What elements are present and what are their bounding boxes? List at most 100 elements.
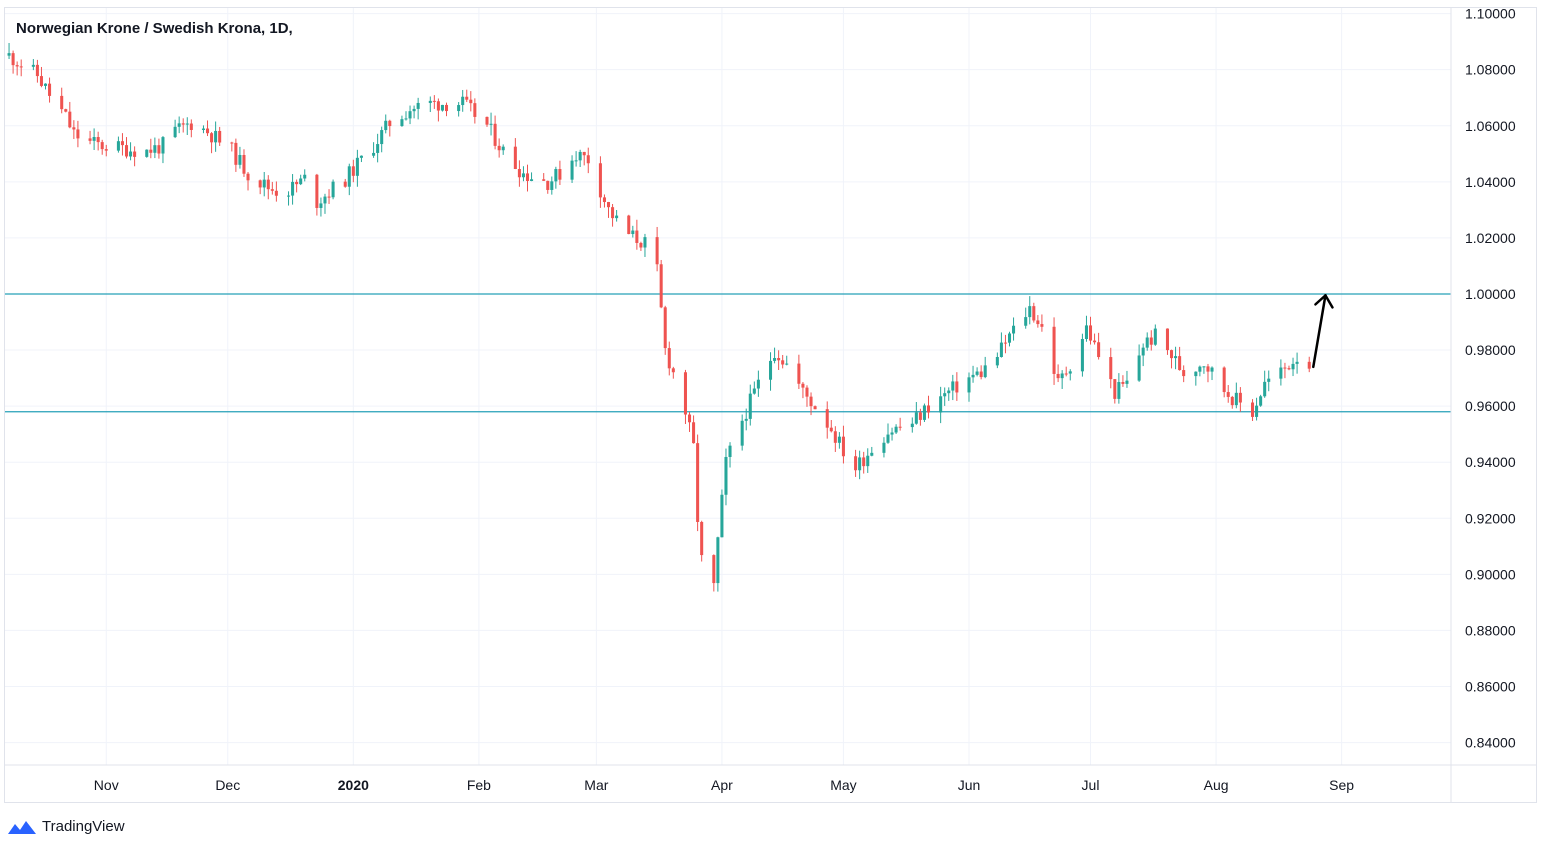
candle-body bbox=[635, 230, 639, 243]
price-tick-label: 1.06000 bbox=[1465, 118, 1516, 134]
candle-up bbox=[720, 489, 724, 538]
candle-up bbox=[1153, 324, 1157, 346]
candle-body bbox=[408, 111, 412, 119]
candle-down bbox=[1093, 333, 1097, 345]
candles-layer bbox=[7, 42, 1311, 592]
candle-down bbox=[1230, 395, 1234, 409]
candle-up bbox=[773, 347, 777, 364]
candle-down bbox=[206, 120, 210, 137]
candle-body bbox=[1291, 363, 1295, 370]
candle-down bbox=[805, 385, 809, 407]
candle-up bbox=[967, 372, 971, 402]
candle-body bbox=[440, 104, 444, 111]
candle-body bbox=[586, 155, 590, 164]
candle-body bbox=[266, 179, 270, 190]
candle-body bbox=[517, 169, 521, 178]
candle-down bbox=[801, 382, 805, 399]
candle-body bbox=[866, 455, 870, 467]
candle-body bbox=[323, 196, 327, 204]
candle-up bbox=[323, 193, 327, 214]
candle-body bbox=[201, 128, 205, 130]
candle-down bbox=[124, 137, 129, 159]
candle-body bbox=[473, 103, 477, 117]
candle-body bbox=[1234, 392, 1238, 406]
candle-down bbox=[234, 138, 238, 172]
candle-body bbox=[96, 137, 100, 143]
candle-body bbox=[287, 195, 291, 197]
candle-down bbox=[683, 369, 687, 424]
candle-down bbox=[157, 138, 161, 159]
candle-body bbox=[35, 64, 39, 77]
candle-down bbox=[274, 181, 278, 202]
time-tick-label: Jun bbox=[958, 777, 981, 793]
candle-body bbox=[781, 360, 785, 365]
candle-up bbox=[161, 136, 165, 164]
candle-body bbox=[43, 83, 48, 86]
candle-body bbox=[1251, 402, 1255, 417]
candle-body bbox=[1024, 317, 1028, 326]
candle-down bbox=[671, 366, 675, 379]
candle-down bbox=[809, 392, 813, 416]
candle-body bbox=[1052, 326, 1056, 374]
candle-down bbox=[546, 180, 550, 194]
candle-body bbox=[1287, 368, 1291, 370]
price-tick-label: 0.88000 bbox=[1465, 622, 1516, 638]
candle-body bbox=[696, 443, 700, 522]
candle-up bbox=[416, 97, 420, 120]
candle-up bbox=[1028, 296, 1032, 325]
candle-up bbox=[756, 370, 760, 397]
candle-down bbox=[343, 178, 347, 188]
price-axis[interactable]: 1.10000 1.08000 1.06000 1.04000 1.02000 1.000… bbox=[1450, 6, 1516, 802]
candle-body bbox=[315, 174, 319, 208]
candle-down bbox=[48, 77, 52, 103]
candle-up bbox=[631, 225, 635, 238]
candle-up bbox=[947, 387, 951, 401]
candle-up bbox=[837, 432, 841, 449]
candle-body bbox=[355, 157, 359, 176]
price-tick-label: 1.00000 bbox=[1465, 286, 1516, 302]
arrow-head bbox=[1314, 294, 1334, 309]
candle-down bbox=[35, 59, 39, 83]
time-axis[interactable]: Nov Dec 2020 Feb Mar Apr May Jun Jul Aug Sep bbox=[5, 764, 1536, 793]
candle-down bbox=[841, 425, 845, 464]
candle-down bbox=[1222, 366, 1226, 398]
candle-body bbox=[744, 418, 748, 421]
candle-body bbox=[161, 137, 165, 154]
candle-up bbox=[975, 367, 979, 377]
candle-down bbox=[1003, 334, 1007, 354]
candle-body bbox=[331, 181, 335, 198]
candle-up bbox=[376, 133, 380, 163]
candle-up bbox=[1263, 370, 1267, 398]
candle-body bbox=[1255, 405, 1259, 417]
candle-body bbox=[39, 76, 43, 86]
candle-body bbox=[1295, 361, 1299, 364]
candle-body bbox=[833, 431, 837, 443]
candle-down bbox=[639, 241, 643, 251]
candle-body bbox=[542, 179, 546, 181]
time-tick-label: Sep bbox=[1329, 777, 1354, 793]
candle-down bbox=[833, 426, 837, 452]
candle-body bbox=[1178, 356, 1182, 371]
candle-down bbox=[295, 179, 299, 193]
candle-body bbox=[270, 189, 274, 191]
candle-up bbox=[1068, 369, 1072, 381]
candle-body bbox=[238, 154, 242, 165]
candle-body bbox=[1003, 342, 1007, 344]
candle-down bbox=[1178, 346, 1182, 371]
arrow-shaft bbox=[1312, 294, 1327, 369]
candle-up bbox=[408, 105, 412, 125]
candle-body bbox=[910, 423, 914, 428]
candle-body bbox=[926, 405, 931, 413]
candle-body bbox=[898, 426, 902, 428]
candle-up bbox=[866, 448, 870, 473]
horizontal-levels bbox=[5, 293, 1451, 413]
tradingview-logo[interactable]: TradingView bbox=[6, 816, 125, 836]
candle-up bbox=[983, 356, 987, 379]
candle-body bbox=[153, 145, 157, 153]
candle-body bbox=[380, 130, 384, 145]
candle-down bbox=[667, 341, 671, 376]
candle-body bbox=[809, 396, 813, 407]
candle-down bbox=[104, 144, 108, 157]
candle-down bbox=[493, 115, 497, 150]
